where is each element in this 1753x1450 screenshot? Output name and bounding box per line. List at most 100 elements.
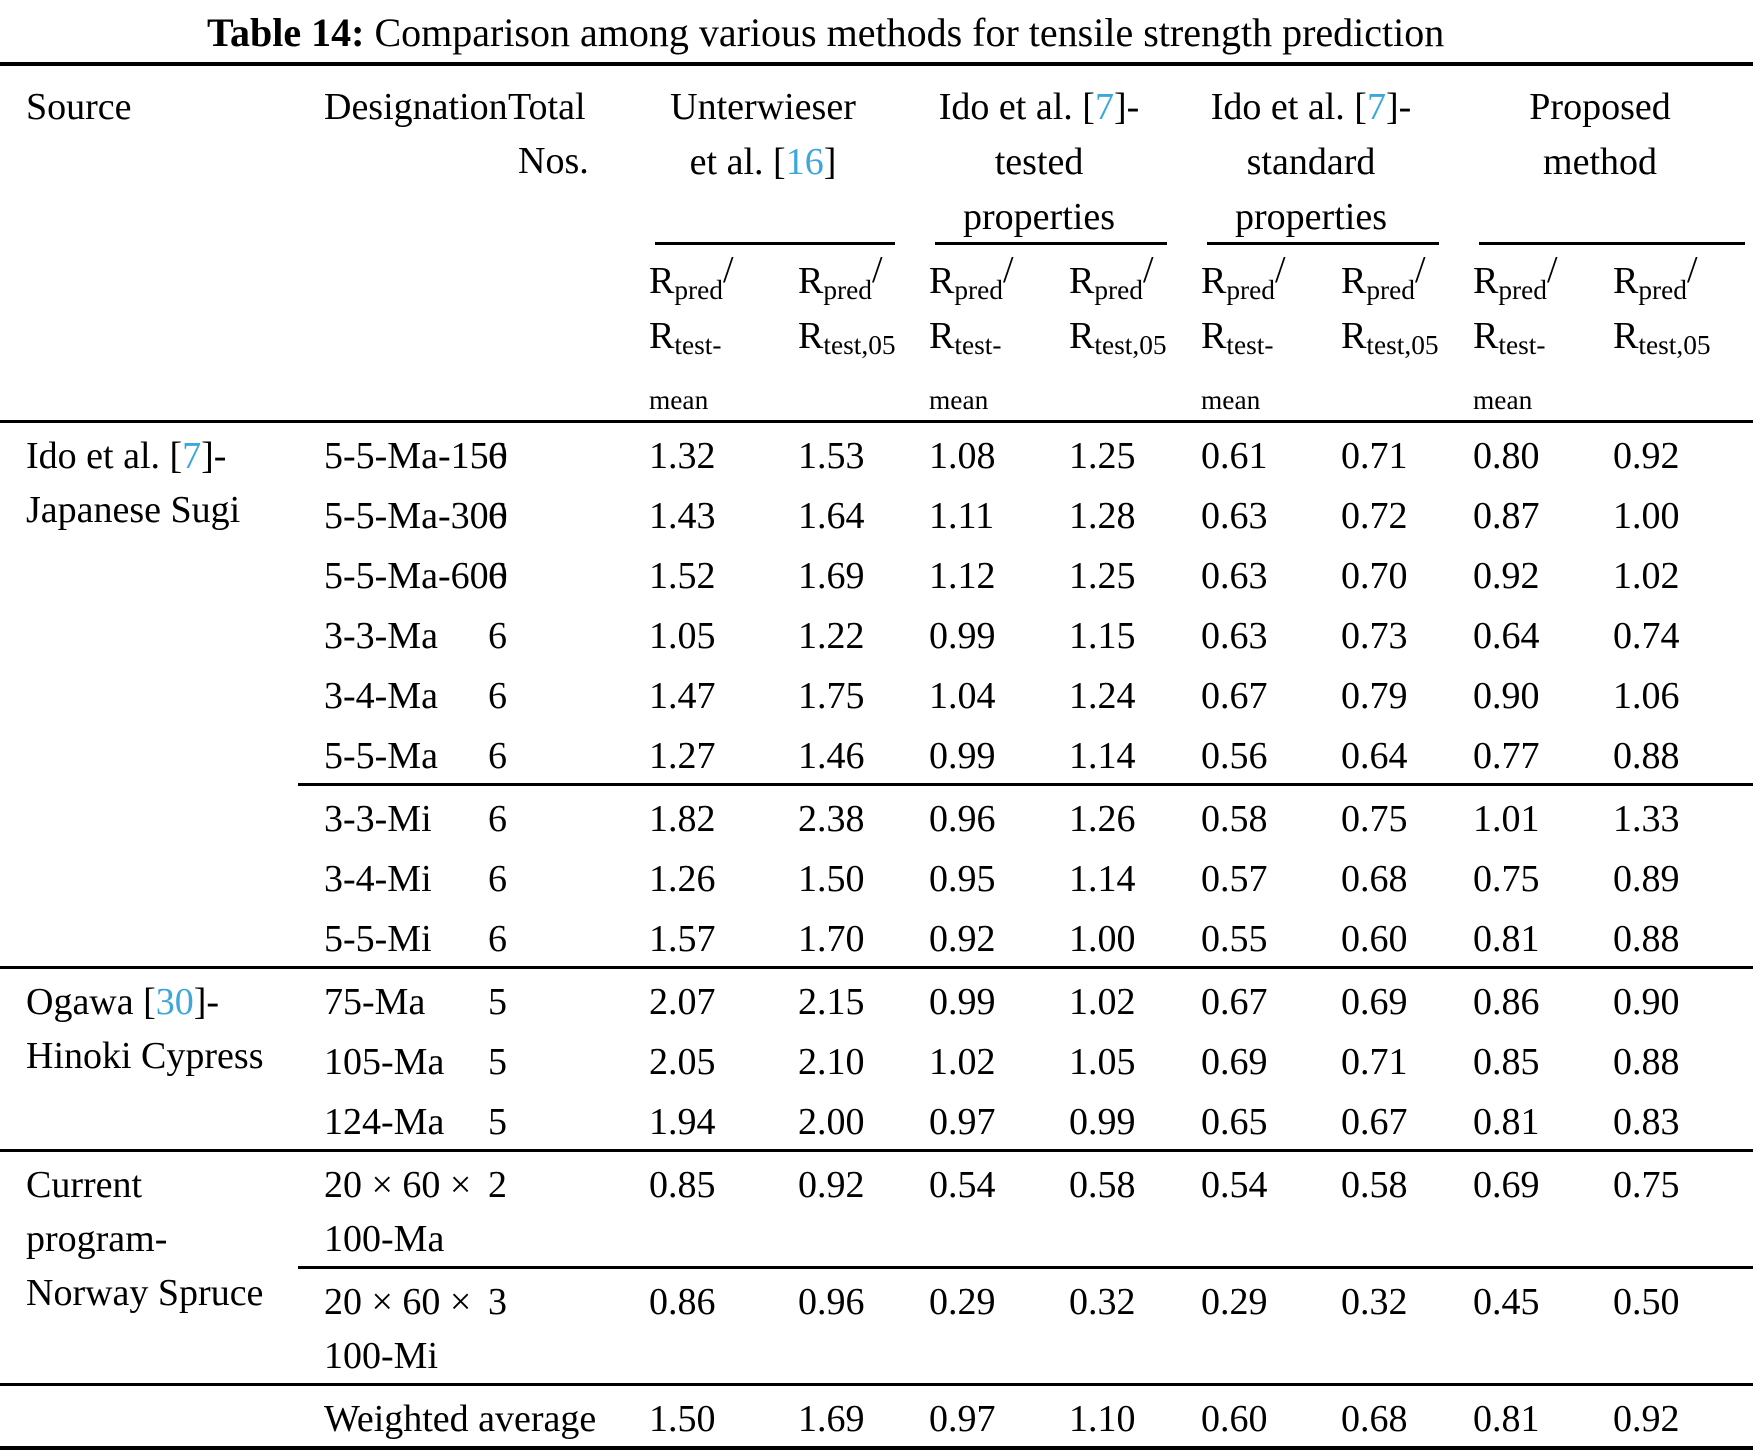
group-header-ido-standard: Ido et al. [7]- standard properties <box>1175 64 1447 245</box>
cell-value: 1.10 <box>1043 1383 1176 1448</box>
cell-value: 0.89 <box>1613 858 1680 900</box>
group-header-ido-tested: Ido et al. [7]- tested properties <box>903 64 1175 245</box>
cell-designation: 5-5-Ma-300 <box>324 495 508 537</box>
cell-total: 6 <box>488 615 507 657</box>
cell-value: 0.99 <box>929 615 996 657</box>
cell-value: 1.82 <box>623 783 772 846</box>
cell-value: 2.07 <box>623 966 772 1029</box>
cell-value: 1.02 <box>1613 555 1680 597</box>
cell-total: 6 <box>488 555 507 597</box>
table-row: Current program- Norway Spruce 20 × 60 ×… <box>0 1149 1753 1385</box>
cell-total: 6 <box>458 783 623 846</box>
table-row: 3-3-Ma 6 1.05 1.22 0.99 1.15 0.63 0.73 0… <box>0 603 1753 663</box>
cell-value: 1.32 <box>649 435 716 477</box>
cell-value: 0.96 <box>903 783 1044 846</box>
column-header-designation: Designation <box>298 64 508 423</box>
cell-value: 1.75 <box>798 675 865 717</box>
group-header-unterwieser: Unterwieser et al. [16] <box>623 64 903 245</box>
cell-total: 6 <box>488 675 507 717</box>
cell-source: Ogawa [30]- Hinoki Cypress <box>0 966 298 1151</box>
cell-total: 6 <box>488 918 507 960</box>
cell-value: 0.99 <box>929 735 996 777</box>
cell-value: 1.12 <box>929 555 996 597</box>
cell-designation: 124-Ma <box>324 1101 445 1143</box>
cell-value: 0.87 <box>1473 495 1540 537</box>
group-underline <box>1207 242 1440 245</box>
group-underline <box>655 242 896 245</box>
cell-value: 0.32 <box>1043 1266 1176 1385</box>
group-header-proposed-method: Proposed method <box>1447 64 1753 245</box>
cell-designation: 3-4-Mi <box>324 858 432 900</box>
cell-value: 0.50 <box>1587 1266 1753 1385</box>
cell-value: 0.75 <box>1473 858 1540 900</box>
cell-designation: 20 × 60 × 100-Mi <box>298 1266 471 1385</box>
cell-value: 1.22 <box>798 615 865 657</box>
cell-value: 0.85 <box>623 1149 772 1268</box>
table-row-weighted-average: Weighted average 1.50 1.69 0.97 1.10 0.6… <box>0 1383 1753 1448</box>
cell-value: 0.64 <box>1341 735 1408 777</box>
cell-value: 0.54 <box>1175 1149 1316 1268</box>
cell-source <box>0 1383 298 1448</box>
cell-value: 0.88 <box>1613 918 1680 960</box>
cell-value: 1.50 <box>798 858 865 900</box>
subheader-rpred-rtest05: Rpred/ Rtest,05 <box>1043 245 1176 423</box>
cell-value: 0.92 <box>1473 555 1540 597</box>
cell-value: 1.14 <box>1069 858 1136 900</box>
cell-total: 5 <box>488 1101 507 1143</box>
cell-value: 0.99 <box>1069 1101 1136 1143</box>
cell-value: 2.05 <box>649 1041 716 1083</box>
cell-value: 0.60 <box>1341 918 1408 960</box>
cell-value: 1.70 <box>798 918 865 960</box>
cell-designation: 5-5-Mi <box>324 918 432 960</box>
cell-value: 1.15 <box>1069 615 1136 657</box>
cell-source: Ido et al. [7]- Japanese Sugi <box>26 435 241 531</box>
cell-value: 1.64 <box>798 495 865 537</box>
cell-value: 1.57 <box>649 918 716 960</box>
subheader-rpred-rtest-mean: Rpred/ Rtest- mean <box>623 245 772 423</box>
citation-link[interactable]: 7 <box>1094 86 1114 128</box>
citation-link[interactable]: 7 <box>1366 86 1386 128</box>
cell-total: 5 <box>458 966 623 1029</box>
table-caption-text: Comparison among various methods for ten… <box>364 10 1445 55</box>
table-row: Ogawa [30]- Hinoki Cypress 75-Ma 5 2.07 … <box>0 966 1753 1151</box>
cell-value: 0.29 <box>1175 1266 1316 1385</box>
table-header: Source Designation Total Nos. Unterwiese… <box>0 64 1753 423</box>
cell-value: 0.71 <box>1341 435 1408 477</box>
citation-link[interactable]: 30 <box>155 981 194 1023</box>
cell-value: 0.79 <box>1341 675 1408 717</box>
cell-value: 0.71 <box>1341 1041 1408 1083</box>
table-caption-label: Table 14: <box>207 10 365 55</box>
group-underline <box>935 242 1168 245</box>
cell-value: 0.69 <box>1447 1149 1588 1268</box>
cell-source: Current program- Norway Spruce <box>0 1149 298 1385</box>
subheader-rpred-rtest05: Rpred/ Rtest,05 <box>772 245 904 423</box>
cell-value: 0.97 <box>903 1383 1044 1448</box>
cell-value: 0.68 <box>1341 858 1408 900</box>
cell-value: 0.97 <box>929 1101 996 1143</box>
cell-designation: 3-3-Ma <box>324 615 438 657</box>
cell-value: 0.55 <box>1201 918 1268 960</box>
cell-value: 0.58 <box>1175 783 1316 846</box>
cell-value: 0.69 <box>1315 966 1448 1029</box>
cell-total: 6 <box>488 735 507 777</box>
citation-link[interactable]: 7 <box>182 435 202 477</box>
cell-value: 1.08 <box>929 435 996 477</box>
cell-value: 1.05 <box>649 615 716 657</box>
subheader-rpred-rtest05: Rpred/ Rtest,05 <box>1315 245 1448 423</box>
cell-value: 0.69 <box>1201 1041 1268 1083</box>
citation-link[interactable]: 16 <box>785 141 824 183</box>
cell-value: 1.01 <box>1447 783 1588 846</box>
cell-value: 1.25 <box>1069 555 1136 597</box>
cell-value: 1.28 <box>1069 495 1136 537</box>
cell-value: 1.33 <box>1587 783 1753 846</box>
cell-designation: Weighted average <box>298 1383 623 1448</box>
cell-value: 1.02 <box>1043 966 1176 1029</box>
cell-value: 0.75 <box>1315 783 1448 846</box>
cell-value: 0.68 <box>1315 1383 1448 1448</box>
cell-value: 1.24 <box>1069 675 1136 717</box>
cell-total: 6 <box>488 495 507 537</box>
cell-value: 0.56 <box>1201 735 1268 777</box>
cell-value: 0.83 <box>1613 1101 1680 1143</box>
cell-value: 0.60 <box>1175 1383 1316 1448</box>
cell-total: 5 <box>488 1041 507 1083</box>
